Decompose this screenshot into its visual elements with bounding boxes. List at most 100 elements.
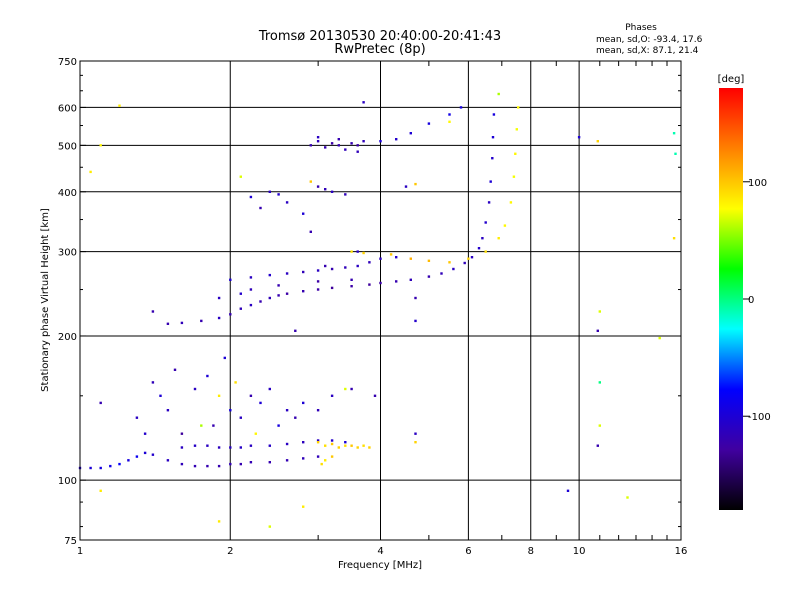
data-point: [302, 290, 305, 293]
data-point: [217, 464, 221, 468]
data-point: [249, 195, 253, 199]
data-point: [302, 441, 305, 444]
data-point: [239, 446, 242, 449]
x-tick-label: 6: [465, 546, 471, 557]
data-point: [362, 140, 365, 143]
data-point: [596, 444, 599, 447]
data-point: [277, 193, 280, 196]
data-point: [440, 272, 443, 275]
data-point: [277, 424, 280, 427]
data-point: [362, 101, 365, 104]
data-point: [239, 175, 242, 178]
data-point: [180, 446, 184, 449]
data-point: [193, 444, 197, 447]
y-tick-label: 300: [58, 248, 77, 259]
y-tick-label: 750: [58, 57, 77, 68]
data-point: [379, 257, 382, 260]
data-point: [180, 321, 184, 325]
data-point: [350, 387, 353, 391]
data-point: [414, 441, 417, 444]
data-point: [316, 185, 320, 188]
data-point: [477, 247, 481, 250]
y-tick-label: 500: [58, 141, 77, 152]
stats-o-mode: mean, sd,O: -93.4, 17.6: [596, 35, 703, 45]
data-point: [193, 464, 197, 468]
data-point: [285, 459, 289, 462]
data-point: [229, 278, 232, 281]
data-point: [350, 278, 353, 281]
data-point: [118, 462, 121, 466]
data-point: [268, 525, 271, 528]
data-point: [356, 144, 359, 147]
data-point: [368, 283, 371, 286]
data-point: [143, 432, 147, 435]
colorbar: [719, 88, 743, 510]
data-point: [316, 409, 320, 412]
x-tick-label: 10: [573, 546, 586, 557]
data-point: [344, 441, 347, 444]
data-point: [239, 462, 242, 466]
chart-title: Tromsø 20130530 20:40:00-20:41:43: [258, 29, 501, 44]
colorbar-tick-label: 100: [748, 178, 767, 189]
data-point: [180, 432, 184, 435]
stats-x-mode: mean, sd,X: 87.1, 21.4: [596, 46, 699, 56]
data-point: [463, 261, 466, 265]
data-point: [344, 266, 347, 269]
data-point: [268, 387, 271, 391]
data-point: [206, 444, 209, 447]
data-point: [151, 453, 155, 456]
data-point: [598, 424, 601, 427]
plot-frame: [79, 60, 682, 541]
data-point: [316, 136, 320, 139]
data-point: [330, 286, 334, 290]
data-point: [212, 424, 215, 427]
y-axis-label: Stationary phase Virtual Height [km]: [40, 208, 51, 392]
data-point: [330, 439, 334, 442]
data-point: [217, 394, 221, 397]
data-point: [249, 444, 253, 447]
data-point: [491, 136, 495, 139]
data-point: [268, 273, 271, 277]
data-point: [200, 319, 203, 323]
data-point: [427, 122, 431, 125]
x-tick-label: 16: [675, 546, 688, 557]
data-point: [373, 394, 377, 397]
data-point: [330, 455, 334, 458]
data-point: [658, 336, 661, 340]
y-tick-label: 75: [64, 536, 77, 547]
data-point: [497, 92, 500, 96]
data-point: [492, 113, 496, 116]
data-point: [467, 257, 470, 260]
data-point: [481, 237, 484, 240]
x-tick-label: 4: [377, 546, 383, 557]
data-point: [566, 489, 570, 492]
data-point: [389, 253, 393, 256]
data-point: [320, 462, 323, 466]
data-point: [254, 432, 257, 435]
data-point: [395, 138, 398, 141]
data-point: [302, 457, 305, 460]
data-point: [229, 313, 232, 316]
data-point: [324, 459, 327, 462]
data-point: [489, 180, 492, 183]
data-point: [497, 237, 500, 240]
data-point: [206, 374, 209, 378]
data-point: [316, 140, 320, 143]
data-point: [109, 464, 112, 468]
colorbar-ticks: 100 0 -100: [743, 178, 771, 423]
data-point: [217, 520, 221, 523]
data-point: [350, 444, 353, 447]
data-point: [159, 394, 162, 397]
chart-subtitle: RwPretec (8p): [334, 42, 425, 57]
data-point: [239, 307, 242, 310]
data-point: [350, 250, 353, 253]
data-point: [277, 284, 280, 287]
data-point: [223, 356, 226, 360]
data-point: [217, 296, 221, 300]
data-point: [285, 292, 289, 295]
data-point: [249, 276, 253, 279]
data-point: [448, 113, 451, 116]
data-point: [509, 201, 513, 204]
data-point: [344, 444, 347, 447]
